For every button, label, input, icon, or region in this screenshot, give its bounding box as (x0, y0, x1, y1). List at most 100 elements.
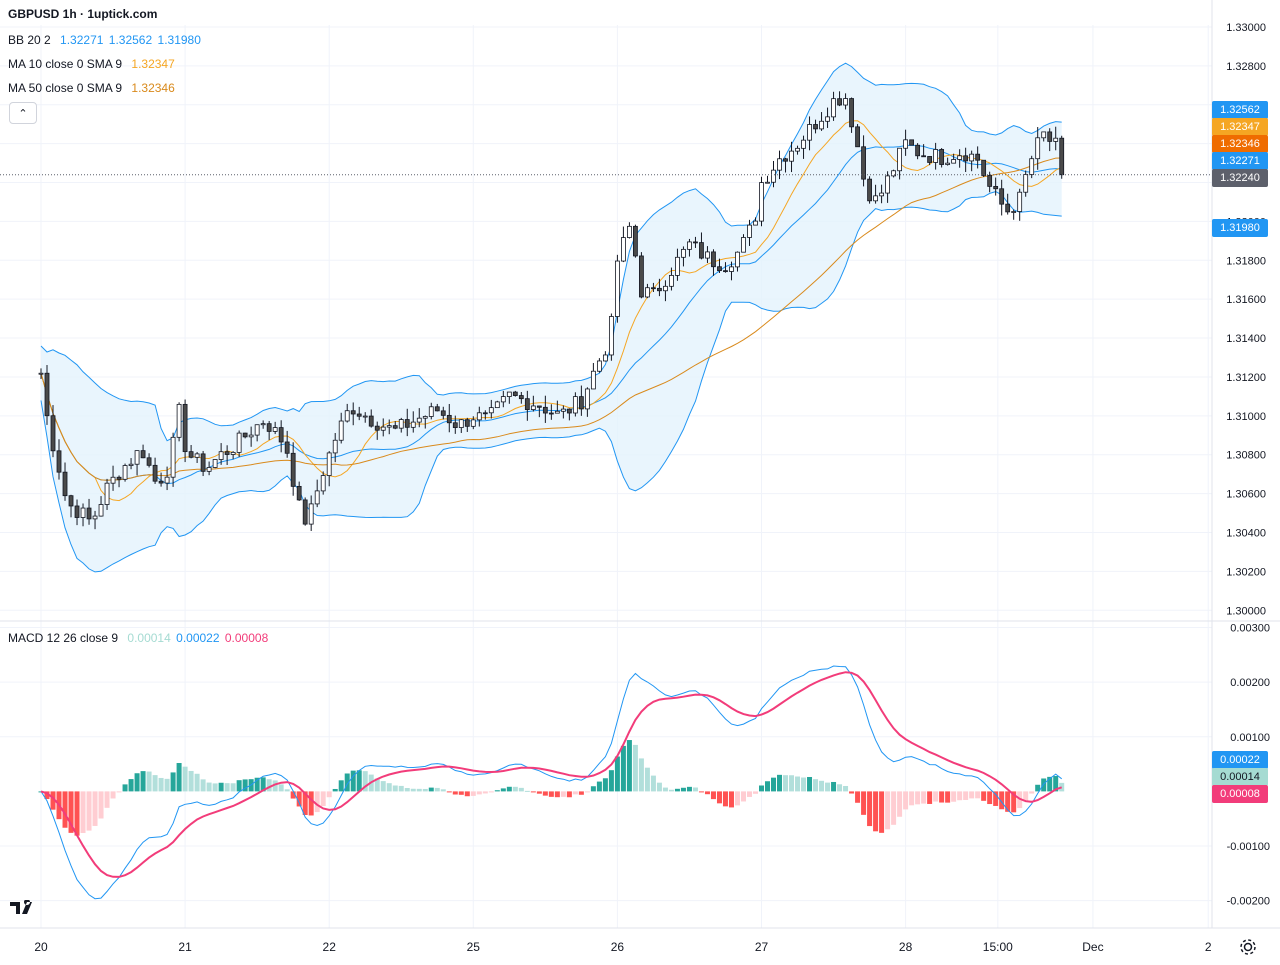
macd-histogram-bar (470, 791, 476, 796)
candle-up (1011, 211, 1017, 213)
macd-histogram-bar (789, 775, 795, 792)
candle-down (482, 412, 488, 415)
macd-histogram-bar (74, 791, 80, 836)
time-axis-tick: 27 (755, 940, 769, 954)
macd-histogram-bar (122, 784, 128, 792)
macd-histogram-bar (488, 791, 494, 793)
candle-down (524, 398, 530, 410)
candle-down (296, 485, 302, 501)
candle-down (374, 425, 380, 431)
ma10-legend[interactable]: MA 10 close 0 SMA 9 1.32347 (8, 56, 181, 72)
candle-down (440, 410, 446, 416)
macd-histogram-bar (1005, 791, 1011, 812)
chart-title: GBPUSD 1h · 1uptick.com (8, 7, 158, 21)
candle-down (68, 495, 74, 507)
macd-hist-value: 0.00014 (127, 631, 171, 645)
candle-up (747, 224, 752, 238)
macd-histogram-bar (116, 791, 122, 793)
candle-down (278, 427, 284, 443)
macd-histogram-bar (939, 791, 945, 803)
macd-line-value: 0.00022 (176, 631, 220, 645)
candle-up (741, 237, 746, 253)
candle-up (957, 155, 963, 160)
candle-up (681, 248, 686, 258)
price-axis-tick: 1.31200 (1226, 372, 1266, 384)
candle-up (134, 450, 140, 465)
macd-histogram-bar (278, 784, 284, 792)
candle-down (927, 156, 933, 163)
candle-up (218, 451, 224, 460)
macd-histogram-bar (146, 771, 152, 792)
ma10-value: 1.32347 (131, 57, 175, 71)
time-axis-tick: 15:00 (983, 940, 1013, 954)
candle-up (621, 237, 626, 262)
candle-down (855, 126, 860, 148)
candle-up (765, 181, 770, 184)
candle-down (290, 452, 296, 487)
macd-histogram-bar (734, 791, 740, 806)
macd-histogram-bar (458, 791, 464, 795)
price-axis-tick: 1.30000 (1226, 605, 1266, 617)
candle-down (939, 149, 945, 165)
macd-histogram-bar (260, 777, 266, 792)
macd-histogram-bar (614, 756, 620, 792)
macd-histogram-bar (771, 777, 777, 792)
macd-histogram-bar (837, 784, 843, 792)
candle-up (771, 169, 776, 183)
tradingview-logo-icon[interactable] (10, 899, 38, 920)
macd-histogram-bar (434, 787, 440, 792)
candle-up (759, 182, 764, 222)
macd-signal-line (40, 671, 1063, 878)
macd-histogram-bar (867, 791, 873, 827)
macd-histogram-bar (951, 791, 957, 802)
candle-up (795, 147, 800, 152)
candle-down (1005, 203, 1011, 213)
macd-axis-tick: -0.00200 (1227, 896, 1270, 908)
bb-legend[interactable]: BB 20 2 1.32271 1.32562 1.31980 (8, 32, 207, 48)
macd-histogram-bar (332, 788, 338, 792)
macd-histogram-bar (176, 763, 182, 792)
candle-down (867, 178, 872, 202)
ma50-legend[interactable]: MA 50 close 0 SMA 9 1.32346 (8, 80, 181, 96)
candle-up (338, 420, 344, 441)
macd-histogram-bar (428, 787, 434, 792)
macd-axis-label: 0.00008 (1212, 785, 1268, 803)
candle-up (230, 451, 236, 455)
candle-up (488, 407, 494, 414)
candle-down (44, 372, 50, 417)
macd-histogram-bar (350, 770, 356, 792)
candle-up (1041, 131, 1047, 139)
candle-up (410, 421, 416, 428)
macd-histogram-bar (668, 789, 674, 792)
macd-legend-name: MACD 12 26 close 9 (8, 631, 119, 645)
candle-down (849, 98, 854, 128)
candle-down (350, 410, 356, 415)
candle-down (242, 432, 248, 438)
candle-down (392, 425, 398, 429)
candle-up (873, 195, 878, 202)
macd-histogram-bar (692, 787, 698, 792)
macd-histogram-bar (674, 788, 680, 792)
price-axis-label: 1.32271 (1212, 152, 1268, 170)
candle-down (404, 419, 410, 428)
gear-icon[interactable] (1238, 937, 1258, 957)
candle-down (566, 408, 572, 414)
time-axis-tick: 25 (467, 940, 481, 954)
time-axis-tick: 28 (899, 940, 913, 954)
candle-up (627, 225, 632, 238)
macd-histogram-bar (512, 786, 518, 792)
macd-histogram-bar (716, 791, 722, 804)
candle-up (530, 405, 536, 410)
macd-histogram-bar (752, 791, 758, 794)
legend-collapse-button[interactable]: ⌃ (9, 102, 37, 124)
candle-up (1023, 174, 1029, 193)
macd-legend[interactable]: MACD 12 26 close 9 0.00014 0.00022 0.000… (8, 630, 274, 646)
candle-up (476, 412, 482, 421)
candle-up (645, 287, 650, 298)
macd-histogram-bar (200, 779, 206, 792)
price-axis-label: 1.32347 (1212, 118, 1268, 136)
candle-up (206, 467, 212, 472)
candle-down (915, 144, 921, 157)
